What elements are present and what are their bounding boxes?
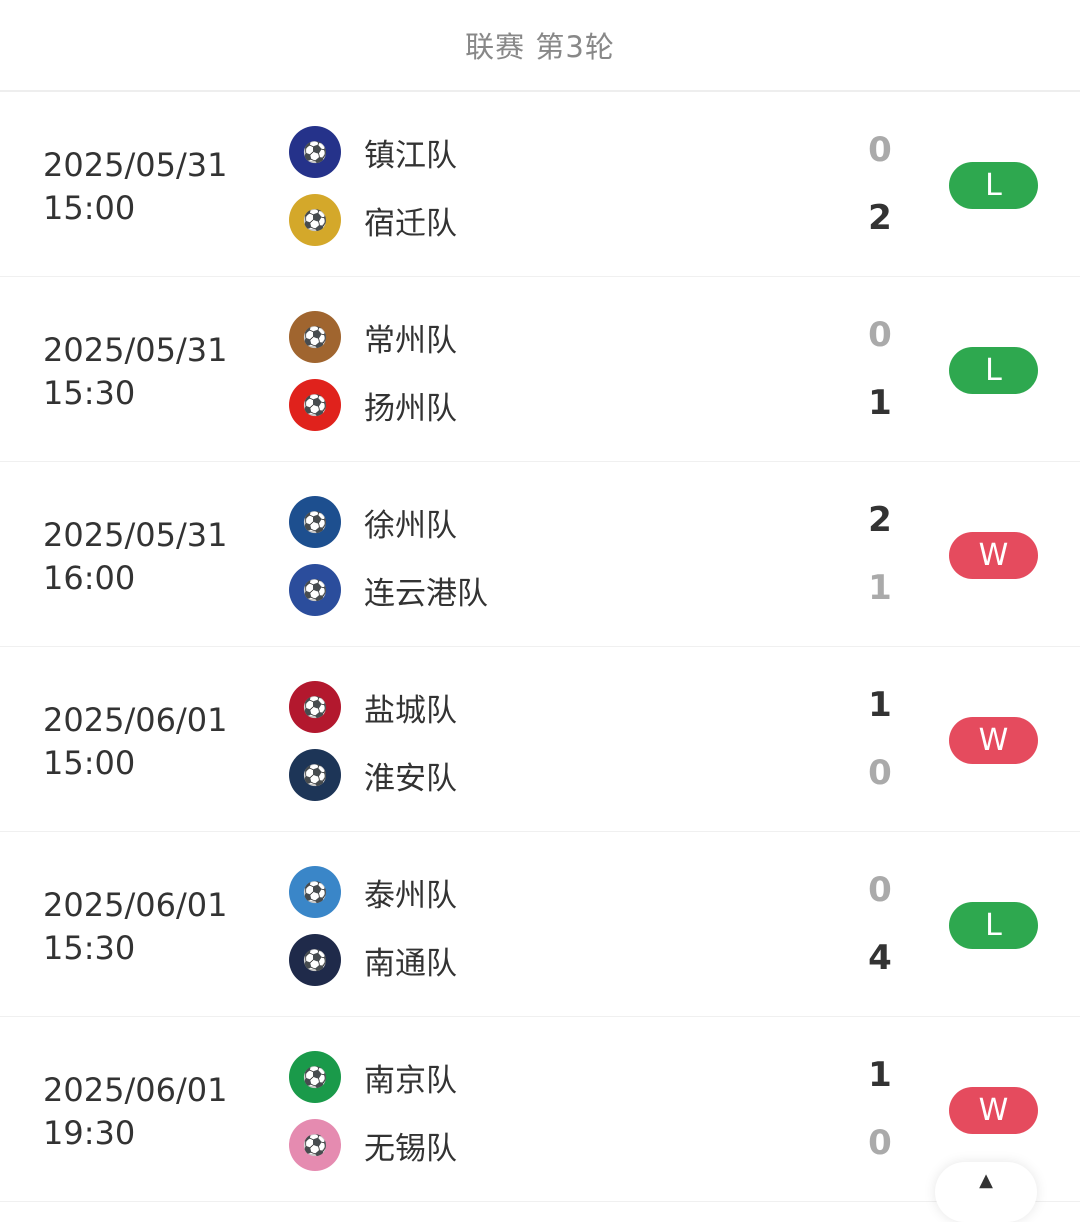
- home-score: 1: [868, 685, 892, 725]
- team-name: 镇江队: [364, 137, 457, 174]
- team-name: 徐州队: [364, 507, 457, 544]
- result-badge: L: [949, 902, 1038, 949]
- away-team: ⚽ 扬州队: [289, 379, 457, 431]
- team-logo-icon: ⚽: [289, 194, 341, 246]
- team-logo-icon: ⚽: [289, 934, 341, 986]
- match-row[interactable]: 2025/05/31 15:30 ⚽ 常州队 ⚽ 扬州队 0 1 L: [0, 277, 1080, 462]
- home-team: ⚽ 南京队: [289, 1051, 457, 1103]
- away-team: ⚽ 连云港队: [289, 564, 488, 616]
- team-name: 盐城队: [364, 692, 457, 729]
- team-logo-icon: ⚽: [289, 866, 341, 918]
- away-score: 0: [868, 753, 892, 793]
- away-team: ⚽ 无锡队: [289, 1119, 457, 1171]
- result-badge: W: [949, 532, 1038, 579]
- team-logo-icon: ⚽: [289, 311, 341, 363]
- home-team: ⚽ 镇江队: [289, 126, 457, 178]
- home-team: ⚽ 泰州队: [289, 866, 457, 918]
- result-badge: L: [949, 162, 1038, 209]
- team-logo-icon: ⚽: [289, 749, 341, 801]
- match-date: 2025/05/31: [43, 331, 228, 369]
- team-logo-icon: ⚽: [289, 1119, 341, 1171]
- home-team: ⚽ 盐城队: [289, 681, 457, 733]
- match-row[interactable]: 2025/05/31 15:00 ⚽ 镇江队 ⚽ 宿迁队 0 2 L: [0, 92, 1080, 277]
- result-badge: W: [949, 717, 1038, 764]
- match-date: 2025/05/31: [43, 516, 228, 554]
- team-logo-icon: ⚽: [289, 379, 341, 431]
- team-logo-icon: ⚽: [289, 681, 341, 733]
- team-name: 扬州队: [364, 390, 457, 427]
- away-score: 2: [868, 198, 892, 238]
- home-team: ⚽ 徐州队: [289, 496, 457, 548]
- match-date: 2025/06/01: [43, 886, 228, 924]
- match-time: 15:00: [43, 189, 136, 227]
- match-list: 2025/05/31 15:00 ⚽ 镇江队 ⚽ 宿迁队 0 2 L 2025/05/…: [0, 92, 1080, 1202]
- home-score: 0: [868, 315, 892, 355]
- home-score: 1: [868, 1055, 892, 1095]
- team-logo-icon: ⚽: [289, 1051, 341, 1103]
- team-name: 常州队: [364, 322, 457, 359]
- team-name: 连云港队: [364, 575, 488, 612]
- match-datetime: 2025/05/31 15:00: [43, 144, 227, 230]
- away-team: ⚽ 淮安队: [289, 749, 457, 801]
- match-date: 2025/05/31: [43, 146, 228, 184]
- home-score: 0: [868, 130, 892, 170]
- match-datetime: 2025/05/31 15:30: [43, 329, 227, 415]
- scroll-top-button[interactable]: ▲: [935, 1162, 1037, 1222]
- away-score: 4: [868, 938, 892, 978]
- match-date: 2025/06/01: [43, 1071, 228, 1109]
- home-score: 0: [868, 870, 892, 910]
- result-badge: W: [949, 1087, 1038, 1134]
- match-row[interactable]: 2025/05/31 16:00 ⚽ 徐州队 ⚽ 连云港队 2 1 W: [0, 462, 1080, 647]
- match-row[interactable]: 2025/06/01 15:30 ⚽ 泰州队 ⚽ 南通队 0 4 L: [0, 832, 1080, 1017]
- team-name: 南京队: [364, 1062, 457, 1099]
- home-score: 2: [868, 500, 892, 540]
- match-time: 15:30: [43, 929, 136, 967]
- home-team: ⚽ 常州队: [289, 311, 457, 363]
- team-name: 泰州队: [364, 877, 457, 914]
- away-team: ⚽ 宿迁队: [289, 194, 457, 246]
- match-row[interactable]: 2025/06/01 19:30 ⚽ 南京队 ⚽ 无锡队 1 0 W: [0, 1017, 1080, 1202]
- away-score: 1: [868, 383, 892, 423]
- team-name: 无锡队: [364, 1130, 457, 1167]
- page-header: 联赛 第3轮: [0, 0, 1080, 92]
- away-score: 0: [868, 1123, 892, 1163]
- arrow-up-icon: ▲: [979, 1170, 993, 1191]
- team-name: 淮安队: [364, 760, 457, 797]
- team-name: 宿迁队: [364, 205, 457, 242]
- match-time: 15:00: [43, 744, 136, 782]
- team-logo-icon: ⚽: [289, 126, 341, 178]
- team-name: 南通队: [364, 945, 457, 982]
- team-logo-icon: ⚽: [289, 496, 341, 548]
- result-badge: L: [949, 347, 1038, 394]
- match-time: 16:00: [43, 559, 136, 597]
- page-title: 联赛 第3轮: [465, 30, 615, 64]
- match-datetime: 2025/06/01 19:30: [43, 1069, 227, 1155]
- match-row[interactable]: 2025/06/01 15:00 ⚽ 盐城队 ⚽ 淮安队 1 0 W: [0, 647, 1080, 832]
- match-datetime: 2025/06/01 15:30: [43, 884, 227, 970]
- team-logo-icon: ⚽: [289, 564, 341, 616]
- match-time: 15:30: [43, 374, 136, 412]
- away-score: 1: [868, 568, 892, 608]
- away-team: ⚽ 南通队: [289, 934, 457, 986]
- match-date: 2025/06/01: [43, 701, 228, 739]
- match-time: 19:30: [43, 1114, 136, 1152]
- match-datetime: 2025/05/31 16:00: [43, 514, 227, 600]
- match-datetime: 2025/06/01 15:00: [43, 699, 227, 785]
